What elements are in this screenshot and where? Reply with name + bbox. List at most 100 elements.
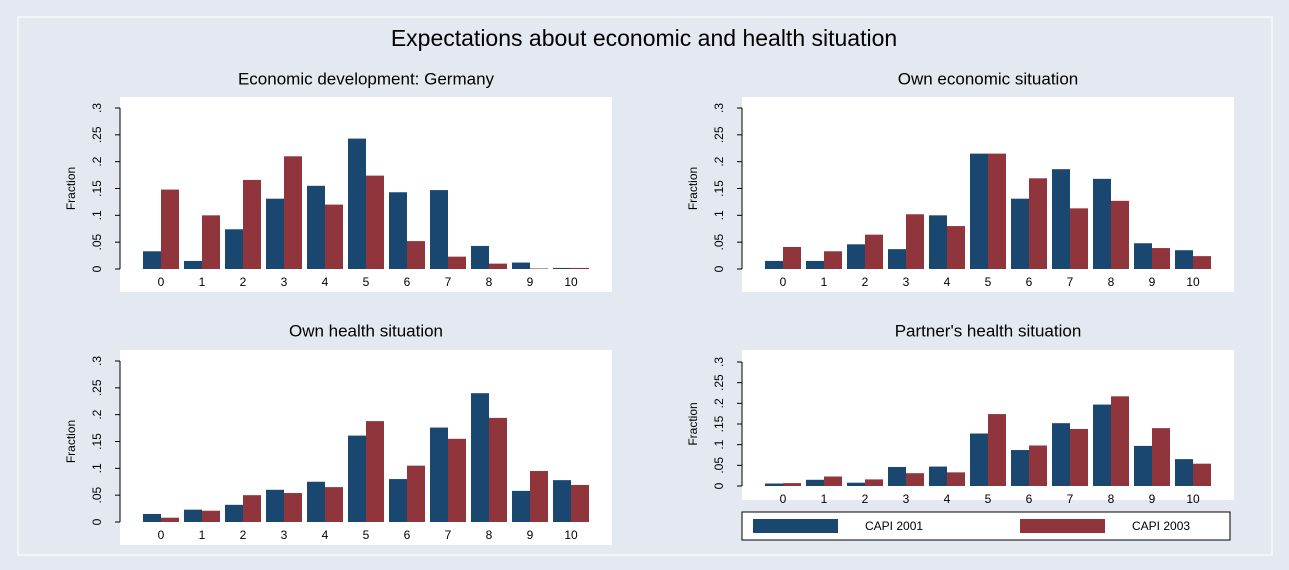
x-tick-label: 8 — [486, 275, 493, 289]
y-tick-label: .05 — [712, 457, 726, 474]
bar — [1175, 459, 1193, 486]
bar — [1011, 198, 1029, 269]
x-tick-label: 6 — [1026, 275, 1033, 289]
x-tick-label: 5 — [363, 275, 370, 289]
x-tick-label: 9 — [1149, 275, 1156, 289]
x-tick-label: 8 — [1108, 275, 1115, 289]
bar — [1152, 428, 1170, 486]
y-tick-label: .2 — [712, 156, 726, 166]
bar — [530, 471, 548, 522]
x-tick-label: 6 — [404, 528, 411, 542]
bar — [1111, 200, 1129, 269]
y-tick-label: 0 — [712, 265, 726, 272]
bar — [366, 421, 384, 522]
x-tick-label: 10 — [564, 528, 578, 542]
x-tick-label: 4 — [944, 492, 951, 506]
bar — [202, 215, 220, 269]
y-axis-label: Fraction — [64, 167, 78, 210]
bar — [806, 260, 824, 269]
bar — [225, 504, 243, 522]
bar — [824, 251, 842, 269]
x-tick-label: 3 — [903, 275, 910, 289]
x-tick-label: 1 — [199, 275, 206, 289]
x-tick-label: 9 — [527, 528, 534, 542]
x-tick-label: 0 — [780, 275, 787, 289]
bar — [366, 175, 384, 269]
bar — [161, 517, 179, 522]
bar — [906, 214, 924, 269]
bar — [284, 156, 302, 269]
y-tick-label: .1 — [712, 439, 726, 449]
y-tick-label: .05 — [90, 487, 104, 504]
x-tick-label: 9 — [1149, 492, 1156, 506]
y-tick-label: .3 — [90, 103, 104, 113]
x-tick-label: 7 — [445, 275, 452, 289]
bar — [553, 267, 571, 269]
bar — [553, 480, 571, 522]
x-tick-label: 2 — [862, 275, 869, 289]
x-tick-label: 4 — [944, 275, 951, 289]
bar — [765, 483, 783, 486]
x-tick-label: 6 — [1026, 492, 1033, 506]
x-tick-label: 7 — [445, 528, 452, 542]
y-tick-label: .3 — [90, 356, 104, 366]
bar — [1052, 423, 1070, 486]
bar — [571, 267, 589, 269]
bar — [471, 393, 489, 522]
bar — [888, 249, 906, 269]
x-tick-label: 1 — [821, 275, 828, 289]
x-tick-label: 10 — [1186, 275, 1200, 289]
legend-swatch — [753, 519, 838, 533]
x-tick-label: 1 — [199, 528, 206, 542]
y-axis-label: Fraction — [64, 420, 78, 463]
bar — [806, 479, 824, 486]
bar — [947, 226, 965, 269]
y-axis-label: Fraction — [686, 402, 700, 445]
y-tick-label: .25 — [712, 374, 726, 391]
bar — [1175, 250, 1193, 269]
bar — [143, 513, 161, 522]
bar — [243, 179, 261, 269]
bar — [430, 427, 448, 522]
x-tick-label: 1 — [821, 492, 828, 506]
bar — [143, 251, 161, 269]
y-tick-label: .05 — [90, 234, 104, 251]
x-tick-label: 10 — [564, 275, 578, 289]
bar — [988, 153, 1006, 269]
bar — [783, 483, 801, 486]
bar — [430, 190, 448, 269]
x-tick-label: 8 — [486, 528, 493, 542]
bar — [471, 245, 489, 269]
bar — [1029, 445, 1047, 486]
bar — [243, 495, 261, 522]
bar — [348, 138, 366, 269]
bar — [571, 484, 589, 522]
y-tick-label: 0 — [90, 265, 104, 272]
page-title: Expectations about economic and health s… — [391, 25, 897, 51]
bar — [184, 509, 202, 522]
bar — [325, 204, 343, 269]
bar — [161, 189, 179, 269]
legend-swatch — [1020, 519, 1105, 533]
y-tick-label: .25 — [712, 126, 726, 143]
y-tick-label: .15 — [90, 180, 104, 197]
bar — [988, 414, 1006, 486]
y-tick-label: .1 — [90, 210, 104, 220]
bar — [1134, 445, 1152, 486]
y-tick-label: .05 — [712, 234, 726, 251]
x-tick-label: 4 — [322, 528, 329, 542]
y-tick-label: .15 — [712, 415, 726, 432]
x-tick-label: 9 — [527, 275, 534, 289]
x-tick-label: 7 — [1067, 492, 1074, 506]
y-tick-label: .25 — [90, 126, 104, 143]
bar — [1070, 208, 1088, 269]
bar — [266, 489, 284, 522]
y-tick-label: 0 — [712, 482, 726, 489]
x-tick-label: 6 — [404, 275, 411, 289]
legend-label: CAPI 2001 — [865, 519, 923, 533]
bar — [947, 472, 965, 486]
panel-title: Economic development: Germany — [238, 69, 495, 88]
panel-title: Partner's health situation — [895, 321, 1082, 340]
bar — [489, 263, 507, 269]
bar — [824, 476, 842, 486]
